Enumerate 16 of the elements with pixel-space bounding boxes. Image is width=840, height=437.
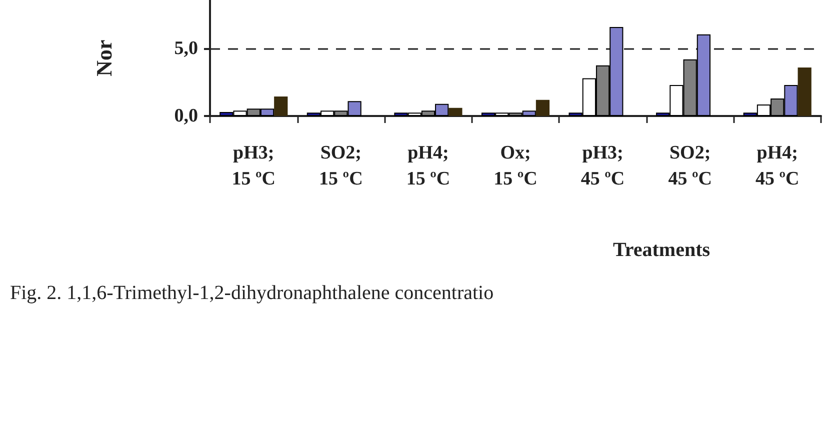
x-tick-label: pH4; 15 ºC <box>406 142 450 190</box>
x-tick-label: SO2; 15 ºC <box>319 142 363 190</box>
x-tick-label: pH4; 45 ºC <box>755 142 800 190</box>
bar <box>798 67 812 116</box>
x-tick-label: pH3; 45 ºC <box>580 142 625 190</box>
x-tick-label: Ox; 15 ºC <box>494 142 538 190</box>
x-axis-title: Treatments <box>613 239 710 261</box>
y-axis-title: Nor <box>92 39 116 76</box>
caption: Fig. 2. 1,1,6-Trimethyl-1,2-dihydronaphthalene concentratio <box>10 282 494 304</box>
x-tick-label: pH3; 15 ºC <box>232 142 276 190</box>
y-tick-label: 5,0 <box>174 38 198 60</box>
x-tick-label: SO2; 45 ºC <box>668 142 712 190</box>
y-tick-label: 0,0 <box>174 106 198 126</box>
bar <box>448 108 462 116</box>
bar <box>536 100 550 116</box>
bar <box>274 96 288 116</box>
